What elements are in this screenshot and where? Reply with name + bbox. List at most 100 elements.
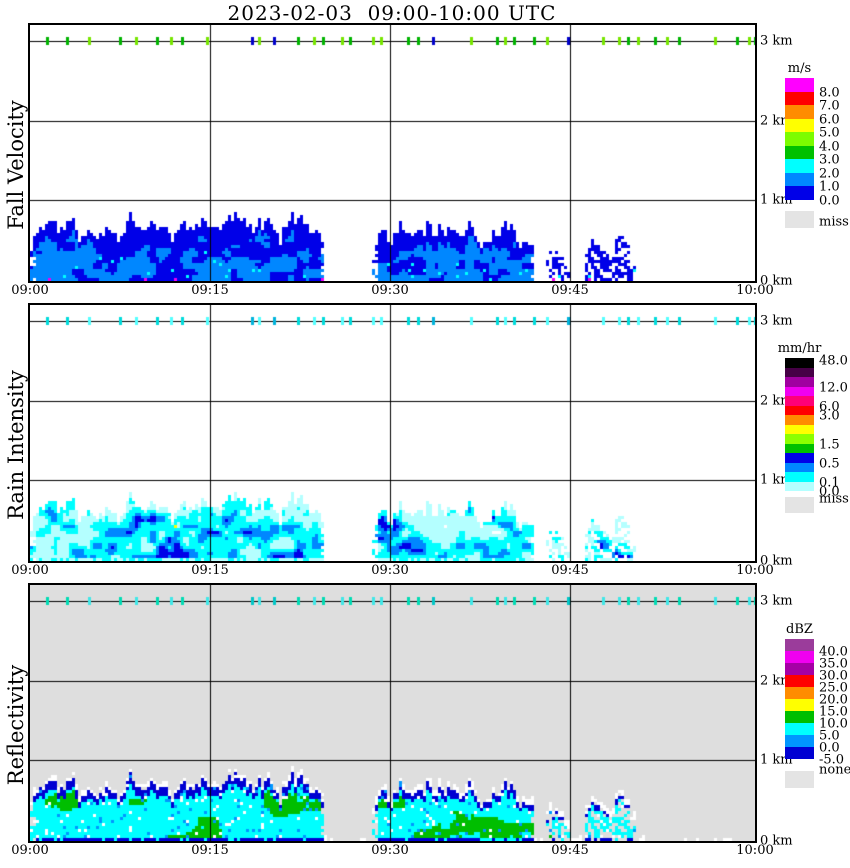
legend-label: 25.0 [819, 680, 848, 696]
x-tick-label: 10:00 [736, 283, 774, 298]
legend-miss-box [785, 210, 814, 228]
height-label: 0 km [760, 553, 793, 569]
legend-box [785, 434, 814, 444]
height-label: 1 km [760, 752, 793, 768]
legend-title: mm/hr [777, 341, 822, 356]
fall-velocity-heatmap [30, 25, 755, 281]
legend-box [785, 145, 814, 159]
legend-box [785, 78, 814, 92]
legend-label: 5.0 [819, 125, 840, 141]
legend-label: 0.0 [819, 484, 840, 500]
legend-box [785, 159, 814, 173]
reflectivity-heatmap [30, 585, 755, 841]
legend-box [785, 377, 814, 387]
legend-label: 3.0 [819, 408, 840, 424]
legend-label: 48.0 [819, 353, 848, 369]
x-tick-label: 09:45 [551, 563, 589, 578]
height-label: 2 km [760, 673, 793, 689]
ylabel-rain-intensity: Rain Intensity [4, 370, 28, 520]
legend-box [785, 91, 814, 105]
height-label: 2 km [760, 113, 793, 129]
legend-label: 3.0 [819, 152, 840, 168]
x-tick-label: 09:15 [191, 843, 229, 858]
x-tick-label: 09:30 [371, 283, 409, 298]
legend-box [785, 699, 814, 711]
legend-box [785, 396, 814, 406]
height-label: 0 km [760, 273, 793, 289]
legend-label: 0.5 [819, 456, 840, 471]
ylabel-fall-velocity: Fall Velocity [4, 100, 28, 230]
x-tick-label: 09:30 [371, 843, 409, 858]
height-label: 1 km [760, 192, 793, 208]
legend-label: 2.0 [819, 166, 840, 181]
legend-box [785, 443, 814, 453]
legend-title: m/s [787, 61, 812, 76]
legend-label: 8.0 [819, 85, 840, 100]
legend-miss-box [785, 497, 814, 513]
legend-label: 1.0 [819, 179, 840, 195]
x-tick-label: 10:00 [736, 563, 774, 578]
legend-label: 0.0 [819, 193, 840, 208]
legend-box [785, 675, 814, 687]
legend-box [785, 723, 814, 735]
x-tick-label: 09:00 [11, 283, 49, 298]
legend-box [785, 424, 814, 434]
rain-intensity-heatmap [30, 305, 755, 561]
legend-label: 6.0 [819, 112, 840, 127]
panel-reflectivity [28, 583, 757, 843]
legend-label: 1.5 [819, 437, 840, 452]
x-tick-label: 09:15 [191, 563, 229, 578]
legend-box [785, 481, 814, 491]
height-label: 3 km [760, 593, 793, 609]
figure-title: 2023-02-03 09:00-10:00 UTC [227, 1, 557, 25]
legend-label: -5.0 [819, 752, 845, 768]
legend-label: 40.0 [819, 644, 848, 660]
x-tick-label: 09:45 [551, 283, 589, 298]
legend-label: 0.1 [819, 475, 840, 490]
legend-box [785, 711, 814, 723]
legend-label: 10.0 [819, 716, 848, 732]
legend-box [785, 172, 814, 186]
legend-label: 4.0 [819, 139, 840, 154]
legend-title: dBZ [786, 622, 813, 637]
height-label: 2 km [760, 393, 793, 409]
x-tick-label: 09:45 [551, 843, 589, 858]
legend-label: 0.0 [819, 740, 840, 756]
legend-miss-label: miss [819, 491, 849, 507]
panel-fall-velocity [28, 23, 757, 283]
legend-box [785, 663, 814, 675]
legend-box [785, 462, 814, 472]
legend-box [785, 132, 814, 146]
legend-label: 15.0 [819, 704, 848, 720]
legend-miss-box [785, 771, 814, 788]
x-tick-label: 09:00 [11, 843, 49, 858]
legend-box [785, 747, 814, 759]
x-tick-label: 09:00 [11, 563, 49, 578]
legend-label: 5.0 [819, 728, 840, 744]
x-tick-label: 09:15 [191, 283, 229, 298]
panel-rain-intensity [28, 303, 757, 563]
legend-box [785, 118, 814, 132]
x-tick-label: 10:00 [736, 843, 774, 858]
legend-box [785, 639, 814, 651]
legend-box [785, 358, 814, 368]
legend-label: 12.0 [819, 380, 848, 395]
legend-label: 7.0 [819, 98, 840, 114]
height-label: 0 km [760, 833, 793, 849]
legend-box [785, 735, 814, 747]
legend-label: 30.0 [819, 668, 848, 684]
legend-miss-label: miss [819, 214, 849, 229]
legend-label: 35.0 [819, 656, 848, 672]
height-label: 1 km [760, 472, 793, 488]
legend-box [785, 651, 814, 663]
height-label: 3 km [760, 313, 793, 329]
height-label: 3 km [760, 33, 793, 49]
legend-box [785, 405, 814, 415]
legend-label: 6.0 [819, 399, 840, 414]
legend-box [785, 415, 814, 425]
legend-miss-label: none [819, 762, 850, 778]
legend-box [785, 367, 814, 377]
legend-box [785, 105, 814, 119]
legend-box [785, 186, 814, 200]
